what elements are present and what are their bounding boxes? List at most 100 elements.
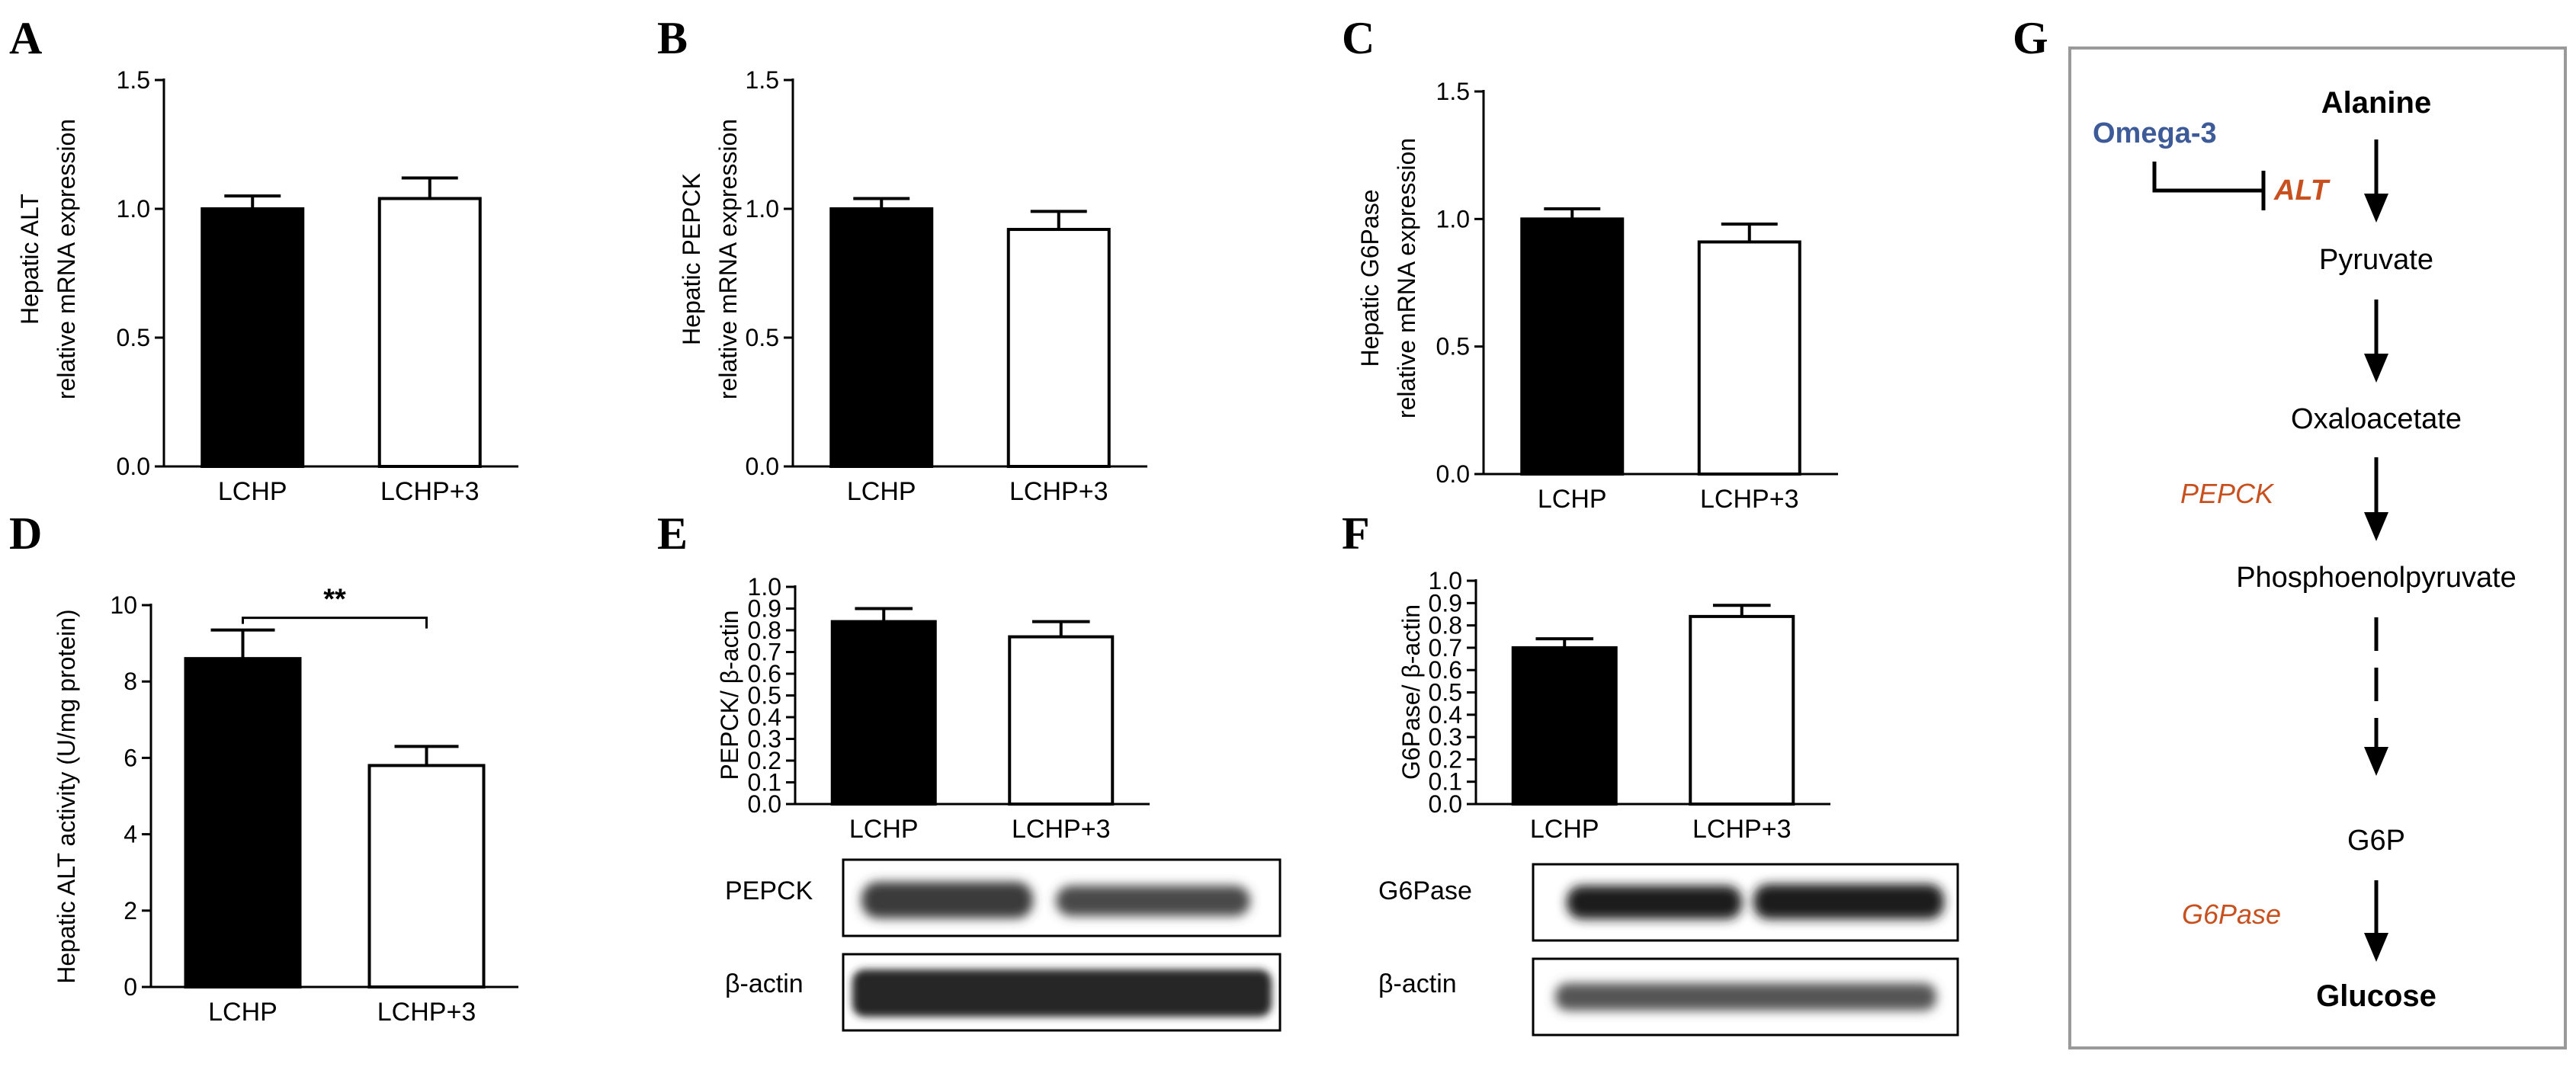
bar-chart-panel-b: B 0.0 0.5 1.0 1.5 Hepatic PEPCK relative mRNA …: [657, 13, 1147, 506]
y-axis-label: relative mRNA expression: [53, 119, 80, 399]
pathway-step-phosphoenolpyruvate: Phosphoenolpyruvate: [2236, 562, 2517, 594]
x-category-label: LCHP+3: [377, 998, 476, 1027]
blot-panel-f: G6Pase β-actin: [1378, 863, 1959, 1037]
y-tick-label: 1.5: [117, 66, 150, 94]
pathway-enzyme-alt: ALT: [2273, 175, 2331, 207]
x-category-label: LCHP: [1538, 485, 1607, 514]
y-tick-label: 0.8: [748, 617, 781, 644]
bar-lchp-3: [1008, 635, 1115, 806]
y-tick-label: 0.4: [1429, 701, 1462, 729]
significance-bracket: [242, 617, 428, 629]
pathway-step-pyruvate: Pyruvate: [2319, 244, 2433, 276]
pathway-frame: [2068, 46, 2567, 1049]
bar-lchp-3: [1689, 614, 1795, 806]
y-tick-label: 0.2: [748, 747, 781, 774]
blot-panel-e: PEPCK β-actin: [725, 858, 1282, 1032]
y-tick-label: 0.0: [746, 453, 779, 480]
y-tick-label: 0.5: [748, 682, 781, 710]
bar-lchp-3: [367, 764, 486, 988]
y-tick-label: 1.5: [1436, 78, 1470, 105]
x-category-label: LCHP+3: [380, 477, 479, 506]
y-tick-label: 0.8: [1429, 612, 1462, 639]
y-tick-label: 4: [124, 821, 137, 848]
x-category-label: LCHP: [1530, 815, 1599, 844]
y-tick-label: 1.5: [746, 66, 779, 94]
bar-chart-panel-f: F 0.00.10.20.30.40.50.60.70.80.91.0G6Pase…: [1342, 508, 1830, 844]
y-tick-label: 0.6: [1429, 656, 1462, 684]
bar-lchp: [1511, 646, 1618, 806]
pathway-enzyme-g6pase: G6Pase: [2182, 899, 2281, 930]
blot-label-pepck: PEPCK: [725, 876, 813, 905]
blot-bands-actin-e: [852, 969, 1272, 1017]
y-axis-label: relative mRNA expression: [714, 119, 742, 399]
arrow-down-icon: [2364, 880, 2388, 962]
y-tick-label: 0.0: [748, 790, 781, 818]
x-category-label: LCHP: [847, 477, 916, 506]
y-tick-label: 0.5: [1436, 333, 1470, 360]
bar-chart-panel-c: C 0.0 0.5 1.0 1.5 Hepatic G6Pase relative mRNA…: [1342, 13, 1838, 514]
y-tick-label: 0: [124, 973, 137, 1001]
bar-lchp: [200, 207, 305, 468]
y-axis-label: Hepatic ALT activity (U/mg protein): [53, 609, 80, 983]
y-tick-label: 0.7: [748, 639, 781, 666]
panel-letter-c: C: [1342, 13, 1375, 63]
pathway-step-alanine: Alanine: [2321, 86, 2431, 120]
blot-bands-actin-f: [1555, 983, 1936, 1011]
bar-chart-panel-e: E 0.00.10.20.30.40.50.60.70.80.91.0PEPCK/…: [657, 508, 1150, 844]
panel-letter-b: B: [657, 13, 688, 63]
panel-letter-e: E: [657, 508, 688, 559]
bar-lchp: [830, 620, 937, 806]
bar-chart-panel-d: D 0 2 4 6 8 10 Hepatic ALT activity (U/mg prote…: [9, 508, 518, 1027]
y-tick-label: 1.0: [746, 195, 779, 223]
y-tick-label: 2: [124, 897, 137, 924]
y-axis-label: Hepatic G6Pase: [1356, 189, 1384, 367]
bar-lchp-3: [377, 197, 482, 468]
blot-bands-g6pase: [1567, 884, 1944, 919]
panel-letter-d: D: [9, 508, 42, 559]
y-tick-label: 8: [124, 668, 137, 695]
y-axis-label: PEPCK/ β-actin: [716, 610, 743, 780]
y-tick-label: 0.5: [117, 324, 150, 351]
y-tick-label: 0.9: [748, 595, 781, 623]
panel-letter-f: F: [1342, 508, 1370, 559]
arrow-down-icon: [2364, 457, 2388, 541]
y-tick-label: 0.7: [1429, 634, 1462, 662]
x-category-label: LCHP+3: [1012, 815, 1110, 844]
blot-label-actin-e: β-actin: [725, 969, 804, 998]
x-category-label: LCHP: [208, 998, 277, 1027]
x-category-label: LCHP+3: [1009, 477, 1108, 506]
y-tick-label: 0.4: [748, 703, 781, 731]
y-axis-label: Hepatic ALT: [16, 194, 43, 325]
blot-bands-pepck: [861, 882, 1250, 918]
x-category-label: LCHP: [218, 477, 287, 506]
inhibition-mark-icon: [2152, 162, 2266, 210]
pathway-step-g6p: G6P: [2347, 825, 2405, 857]
y-tick-label: 0.3: [748, 726, 781, 753]
y-tick-label: 1.0: [117, 195, 150, 223]
y-tick-label: 0.1: [1429, 768, 1462, 796]
y-tick-label: 0.6: [748, 660, 781, 687]
y-tick-label: 0.1: [748, 769, 781, 796]
y-tick-label: 0.0: [1429, 790, 1462, 818]
y-tick-label: 0.5: [746, 324, 779, 351]
dashed-arrow-down-icon: [2364, 617, 2388, 776]
bar-lchp: [184, 657, 302, 988]
pathway-step-oxaloacetate: Oxaloacetate: [2291, 403, 2462, 435]
y-tick-label: 1.0: [1429, 567, 1462, 594]
y-axis-label: relative mRNA expression: [1393, 138, 1420, 418]
significance-marker: **: [323, 584, 346, 616]
pathway-enzyme-pepck: PEPCK: [2180, 478, 2275, 509]
y-axis-label: Hepatic PEPCK: [678, 173, 705, 345]
x-category-label: LCHP+3: [1700, 485, 1798, 514]
arrow-down-icon: [2364, 139, 2388, 223]
y-tick-label: 0.9: [1429, 589, 1462, 617]
y-tick-label: 0.0: [117, 453, 150, 480]
panel-letter-a: A: [9, 13, 42, 63]
bar-lchp-3: [1006, 228, 1111, 468]
y-tick-label: 0.0: [1436, 460, 1470, 488]
bar-lchp: [829, 207, 934, 468]
pathway-panel-g: G Alanine Omega-3 ALT Pyruvate Oxaloacet…: [2013, 13, 2567, 1049]
bar-lchp-3: [1697, 240, 1801, 476]
pathway-inhibitor-omega3: Omega-3: [2093, 117, 2217, 149]
